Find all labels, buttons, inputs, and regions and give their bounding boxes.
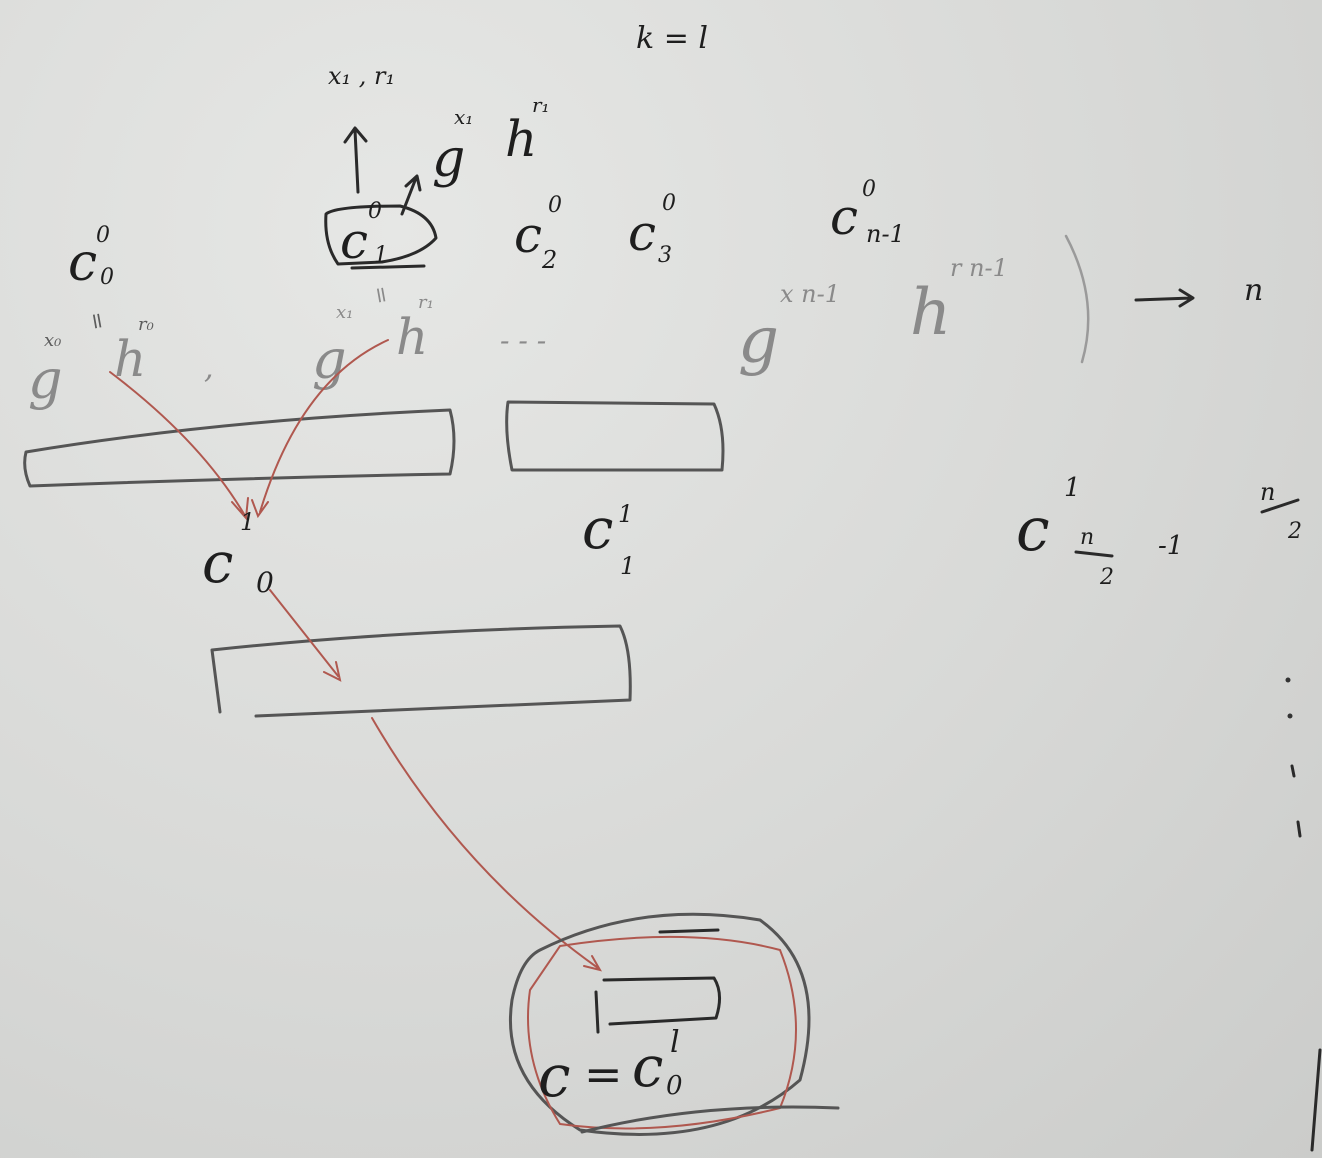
c0-last-sub: n-1 (866, 220, 905, 248)
c0-0-value: g x₀ = h r₀ , (28, 310, 214, 411)
c0-2-sup: 0 (548, 193, 562, 218)
red-arrow-h-to-c1-0 (109, 371, 249, 521)
root-rhs: c (632, 1035, 663, 1100)
exp-xn: x n-1 (780, 280, 840, 308)
c1-0: c 1 0 (202, 508, 274, 599)
g-x0: g (28, 348, 63, 411)
comma-0: , (204, 351, 214, 386)
count-arrow-icon (1134, 288, 1195, 308)
c1-last-sup: 1 (1064, 473, 1081, 503)
c1-last-letter: c (1016, 495, 1050, 565)
root-top-stroke (658, 928, 720, 934)
opening-pair: x₁ , r₁ (328, 62, 395, 90)
c0-3: c 0 3 (628, 191, 676, 268)
c1-0-sup: 1 (240, 508, 255, 536)
c1-1-sub: 1 (620, 552, 635, 580)
h-r1: h (396, 308, 428, 366)
c0-3-letter: c (628, 204, 656, 262)
group-box-1 (505, 400, 725, 472)
closing-paren (1064, 234, 1090, 364)
root-eq: = (584, 1047, 623, 1101)
commit-h: h (505, 110, 537, 168)
c0-last-letter: c (830, 188, 858, 246)
c0-0-sub: 0 (100, 265, 114, 290)
commit-exp-x: x₁ (454, 105, 473, 129)
c1-1-letter: c (582, 497, 613, 562)
c0-n-minus-1: c 0 n-1 (830, 177, 905, 248)
c0-0-sup: 0 (96, 223, 110, 248)
commit-g: g (432, 129, 465, 189)
c1-last-sub-den: 2 (1099, 565, 1114, 590)
commit-exp-r: r₁ (532, 93, 550, 117)
eq-c0-0: = (83, 310, 111, 332)
c1-last: c 1 n 2 -1 (1016, 473, 1183, 590)
red-arrow-h1-to-c1-0 (251, 339, 389, 519)
count-n: n (1244, 273, 1263, 308)
root-underline (580, 1105, 840, 1134)
exp-r0: r₀ (138, 314, 154, 335)
c0-1-sub: 1 (374, 243, 388, 268)
c0-last-value: g x n-1 h r n-1 (738, 234, 1090, 378)
c0-3-sub: 3 (658, 243, 672, 268)
c0-1-highlight-box (324, 204, 438, 266)
exp-r1: r₁ (418, 292, 434, 313)
exp-rn: r n-1 (950, 254, 1008, 282)
red-arrow-to-root (371, 717, 603, 972)
c0-2: c 0 2 (514, 193, 562, 274)
note-k-equals-l: k = l (636, 21, 708, 56)
exp-x0: x₀ (44, 330, 61, 351)
c0-1-letter: c (340, 212, 368, 270)
root-box (594, 976, 721, 1034)
count-n-over-2: n 2 (1260, 478, 1302, 544)
c0-1-value: g x₁ = h r₁ (312, 284, 434, 391)
c0-last-sup: 0 (862, 177, 876, 202)
c0-0-letter: c (68, 233, 97, 293)
count-n2-num: n (1260, 478, 1275, 506)
c1-0-sub: 0 (256, 566, 274, 599)
c0-1: c 0 1 (324, 199, 438, 270)
c1-last-sub-num: n (1080, 525, 1094, 550)
red-arrow-c1-0-down (269, 589, 342, 682)
root-rhs-sub: 0 (666, 1071, 683, 1101)
ellipsis-dashes: - - - (500, 324, 546, 357)
board-edge-mark (1310, 1048, 1322, 1152)
exp-x1: x₁ (336, 302, 353, 323)
c0-2-sub: 2 (541, 246, 557, 274)
eq-c0-1: = (367, 284, 395, 306)
h-rn: h (910, 276, 951, 350)
count-frac-bar (1260, 498, 1300, 514)
c1-last-sub-frac-bar (1074, 550, 1114, 558)
c0-3-sup: 0 (662, 191, 676, 216)
up-arrow-icon (343, 126, 368, 194)
group-box-2 (210, 624, 632, 718)
c0-2-letter: c (514, 206, 542, 264)
group-box-0 (23, 408, 456, 488)
c0-0: c 0 0 (68, 223, 114, 293)
vertical-ellipsis (1285, 677, 1302, 838)
root-commitment: c = c 0 l (508, 912, 840, 1136)
root-lhs: c (538, 1042, 570, 1110)
c0-1-underline (350, 264, 426, 270)
count-n2-den: 2 (1287, 519, 1302, 544)
c1-1-sup: 1 (618, 500, 633, 528)
c1-1: c 1 1 (582, 497, 635, 580)
c1-last-minus-one: -1 (1158, 531, 1183, 561)
g-xn: g (738, 304, 779, 378)
c1-0-letter: c (202, 531, 233, 596)
c0-1-sup: 0 (368, 199, 382, 224)
root-rhs-sup: l (670, 1025, 680, 1060)
g-x1: g (312, 328, 347, 391)
